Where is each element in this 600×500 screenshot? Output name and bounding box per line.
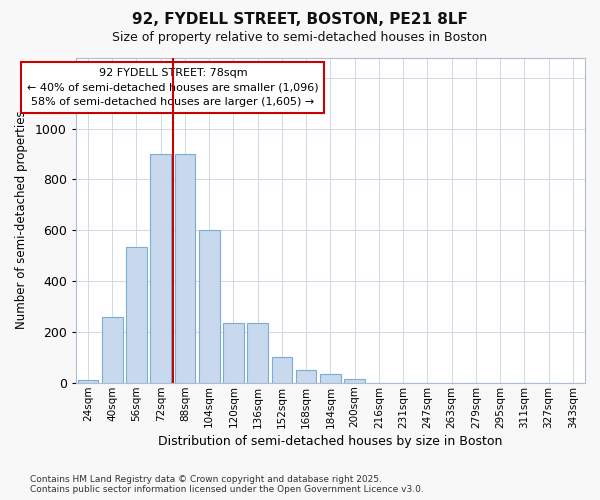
Bar	[151, 154, 171, 382]
Bar	[199, 230, 220, 382]
Text: 92 FYDELL STREET: 78sqm
← 40% of semi-detached houses are smaller (1,096)
58% of: 92 FYDELL STREET: 78sqm ← 40% of semi-de…	[27, 68, 319, 108]
Bar	[344, 379, 365, 382]
X-axis label: Distribution of semi-detached houses by size in Boston: Distribution of semi-detached houses by …	[158, 434, 503, 448]
Text: Contains HM Land Registry data © Crown copyright and database right 2025.
Contai: Contains HM Land Registry data © Crown c…	[30, 474, 424, 494]
Bar	[126, 246, 147, 382]
Bar	[247, 323, 268, 382]
Bar	[296, 370, 316, 382]
Bar	[175, 154, 195, 382]
Bar	[320, 374, 341, 382]
Y-axis label: Number of semi-detached properties: Number of semi-detached properties	[15, 111, 28, 330]
Text: Size of property relative to semi-detached houses in Boston: Size of property relative to semi-detach…	[112, 31, 488, 44]
Bar	[77, 380, 98, 382]
Bar	[102, 316, 122, 382]
Bar	[223, 323, 244, 382]
Bar	[272, 358, 292, 382]
Text: 92, FYDELL STREET, BOSTON, PE21 8LF: 92, FYDELL STREET, BOSTON, PE21 8LF	[132, 12, 468, 28]
